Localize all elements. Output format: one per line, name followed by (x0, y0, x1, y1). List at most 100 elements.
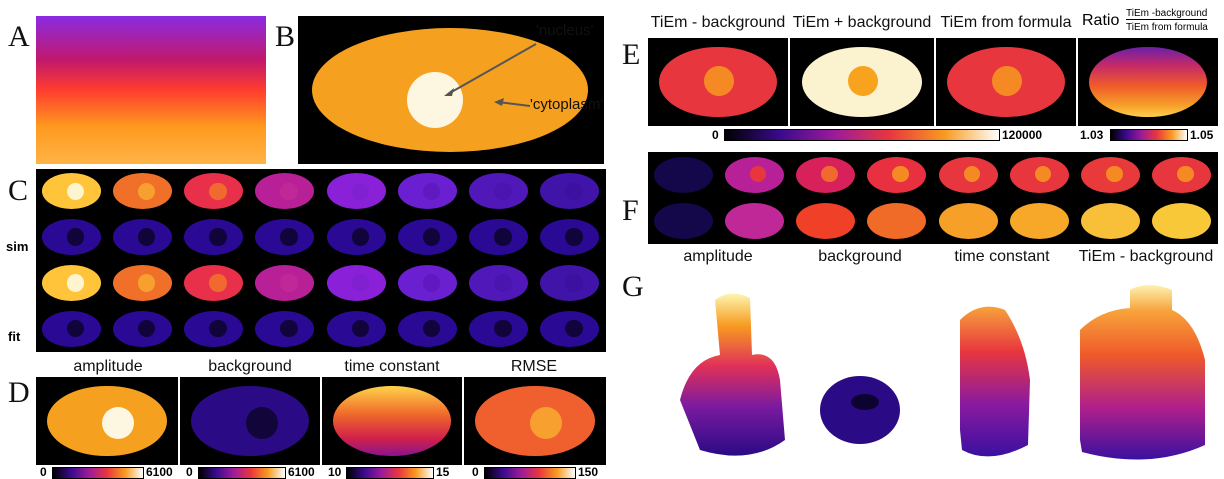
f-cell-image (933, 198, 1004, 243)
c-cell-image (107, 260, 178, 306)
d-background-map (180, 377, 320, 465)
e-header-tiem-minus-bg: TiEm - background (650, 14, 786, 31)
c-cell-image (249, 169, 320, 214)
f-cell-image (933, 152, 1004, 197)
e-tiem-plus-bg-map (790, 38, 934, 126)
panel-label-e: E (622, 38, 641, 71)
d-scale-rmse-min: 0 (472, 465, 479, 479)
e-colorbar-ratio (1110, 129, 1188, 141)
f-cell-image (1146, 198, 1217, 243)
row-label-sim: sim (6, 239, 29, 254)
d-header-time-constant: time constant (344, 358, 440, 375)
c-cell-image (321, 260, 392, 306)
f-cell-image (1075, 198, 1146, 243)
f-cell-image (1146, 152, 1217, 197)
f-label-background: background (818, 248, 902, 265)
f-label-tiem-minus-bg: TiEm - background (1078, 248, 1214, 265)
cell-model-image (298, 16, 604, 164)
d-header-rmse: RMSE (510, 358, 558, 375)
d-colorbar-rmse (484, 467, 576, 479)
e-scale-max: 120000 (1002, 128, 1043, 142)
c-cell-image (107, 169, 178, 214)
c-cell-image (321, 169, 392, 214)
panel-label-f: F (622, 194, 639, 227)
c-cell-image (463, 169, 534, 214)
panel-label-a: A (8, 20, 30, 53)
e-ratio-scale-max: 1.05 (1190, 128, 1214, 142)
d-header-background: background (208, 358, 292, 375)
d-colorbar-amplitude (52, 467, 144, 479)
e-header-ratio: Ratio (1082, 12, 1120, 29)
f-cell-image (1075, 152, 1146, 197)
cytoplasm-label: 'cytoplasm' (530, 96, 604, 113)
panel-label-g: G (622, 270, 644, 303)
d-scale-bg-max: 6100 (288, 465, 315, 479)
gradient-image (36, 16, 266, 164)
c-cell-image (534, 214, 605, 260)
e-scale-min: 0 (712, 128, 719, 142)
c-cell-image (107, 214, 178, 260)
e-header-tiem-plus-bg: TiEm + background (792, 14, 932, 31)
d-amplitude-map (36, 377, 178, 465)
c-cell-image (36, 169, 107, 214)
c-cell-image (178, 306, 249, 351)
panel-label-d: D (8, 376, 30, 409)
c-cell-image (36, 214, 107, 260)
c-cell-image (107, 306, 178, 351)
c-cell-image (249, 214, 320, 260)
d-scale-bg-min: 0 (186, 465, 193, 479)
f-cell-image (861, 152, 932, 197)
e-tiem-minus-bg-map (648, 38, 788, 126)
c-cell-image (178, 260, 249, 306)
c-cell-image (392, 306, 463, 351)
f-label-time-constant: time constant (954, 248, 1050, 265)
c-cell-image (178, 214, 249, 260)
d-scale-rmse-max: 150 (578, 465, 599, 479)
panel-g-3d-surfaces (680, 285, 1205, 460)
d-time-constant-map (322, 377, 462, 465)
c-cell-image (36, 306, 107, 351)
d-colorbar-time-constant (346, 467, 434, 479)
nucleus-label: 'nucleus' (536, 22, 594, 39)
d-colorbar-background (198, 467, 286, 479)
f-cell-image (719, 198, 790, 243)
e-ratio-scale-min: 1.03 (1080, 128, 1104, 142)
d-rmse-map (464, 377, 606, 465)
panel-label-b: B (275, 20, 296, 53)
panel-c-grid (36, 169, 606, 352)
d-scale-tc-max: 15 (436, 465, 450, 479)
c-cell-image (321, 306, 392, 351)
c-cell-image (178, 169, 249, 214)
e-header-tiem-formula: TiEm from formula (940, 14, 1072, 31)
f-cell-image (790, 198, 861, 243)
c-cell-image (463, 306, 534, 351)
f-cell-image (648, 198, 719, 243)
f-cell-image (1004, 152, 1075, 197)
c-cell-image (36, 260, 107, 306)
f-label-amplitude: amplitude (683, 248, 753, 265)
c-cell-image (534, 306, 605, 351)
e-colorbar-main (724, 129, 1000, 141)
c-cell-image (321, 214, 392, 260)
c-cell-image (392, 214, 463, 260)
f-cell-image (719, 152, 790, 197)
e-ratio-numerator: TiEm -background (1126, 8, 1208, 20)
c-cell-image (249, 306, 320, 351)
d-scale-amp-min: 0 (40, 465, 47, 479)
e-tiem-formula-map (936, 38, 1076, 126)
c-cell-image (534, 260, 605, 306)
d-header-amplitude: amplitude (73, 358, 143, 375)
f-cell-image (790, 152, 861, 197)
c-cell-image (534, 169, 605, 214)
d-scale-tc-min: 10 (328, 465, 342, 479)
f-cell-image (648, 152, 719, 197)
c-cell-image (392, 260, 463, 306)
arrow-pointers (444, 43, 537, 107)
d-scale-amp-max: 6100 (146, 465, 173, 479)
c-cell-image (463, 260, 534, 306)
f-cell-image (1004, 198, 1075, 243)
e-ratio-denominator: TiEm from formula (1126, 22, 1208, 33)
panel-f-grid (648, 152, 1218, 244)
c-cell-image (392, 169, 463, 214)
e-ratio-map (1078, 38, 1218, 126)
